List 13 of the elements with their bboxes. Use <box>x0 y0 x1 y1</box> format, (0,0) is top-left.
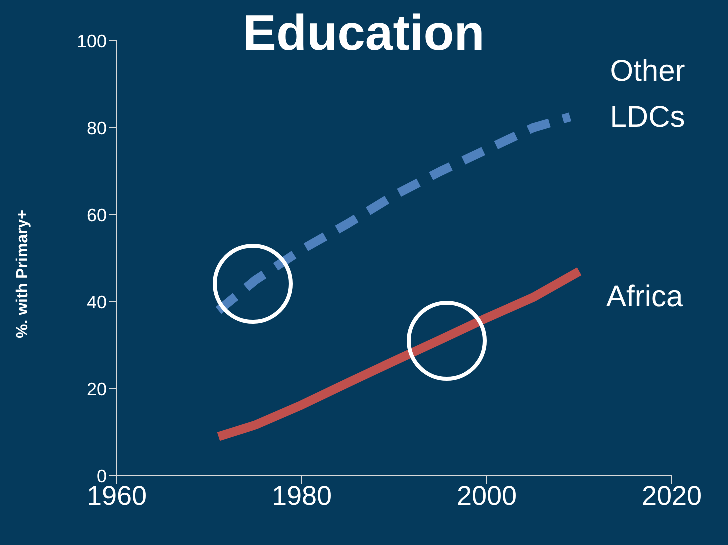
series-label: Africa <box>606 280 684 314</box>
x-tick-label: 2020 <box>642 481 702 512</box>
x-tick-label: 2000 <box>456 481 518 512</box>
y-tick-label: 40 <box>86 292 107 312</box>
y-axis-title: %. with Primary+ <box>14 210 32 338</box>
y-tick-label: 100 <box>76 31 107 52</box>
x-tick-label: 1980 <box>272 481 332 512</box>
y-tick-label: 20 <box>86 379 107 400</box>
y-tick-label: 60 <box>86 205 107 226</box>
series-label: Other LDCs <box>610 55 686 134</box>
chart-title: Education <box>243 5 485 61</box>
y-tick-label: 80 <box>86 118 107 138</box>
y-tick-label: 0 <box>96 466 107 486</box>
